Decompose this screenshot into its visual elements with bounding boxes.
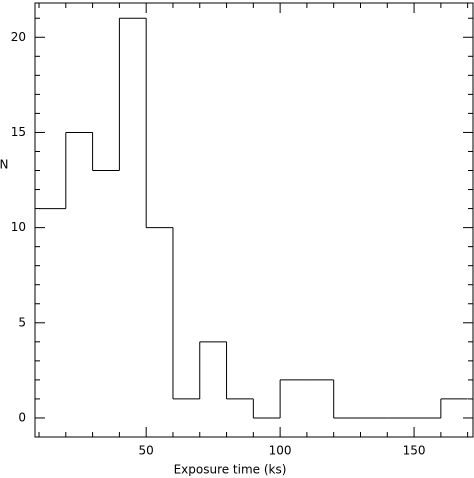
y-tick-label: 10 [11,220,26,234]
x-tick-label: 50 [139,444,154,458]
y-tick-label: 5 [18,315,26,329]
x-axis-label: Exposure time (ks) [174,463,287,477]
plot-frame [34,2,474,438]
y-tick-label: 15 [11,125,26,139]
y-tick-label: 0 [18,410,26,424]
y-tick-label: 20 [11,30,26,44]
y-axis-label: N [0,158,8,172]
x-tick-label: 150 [403,444,426,458]
x-tick-label: 100 [269,444,292,458]
